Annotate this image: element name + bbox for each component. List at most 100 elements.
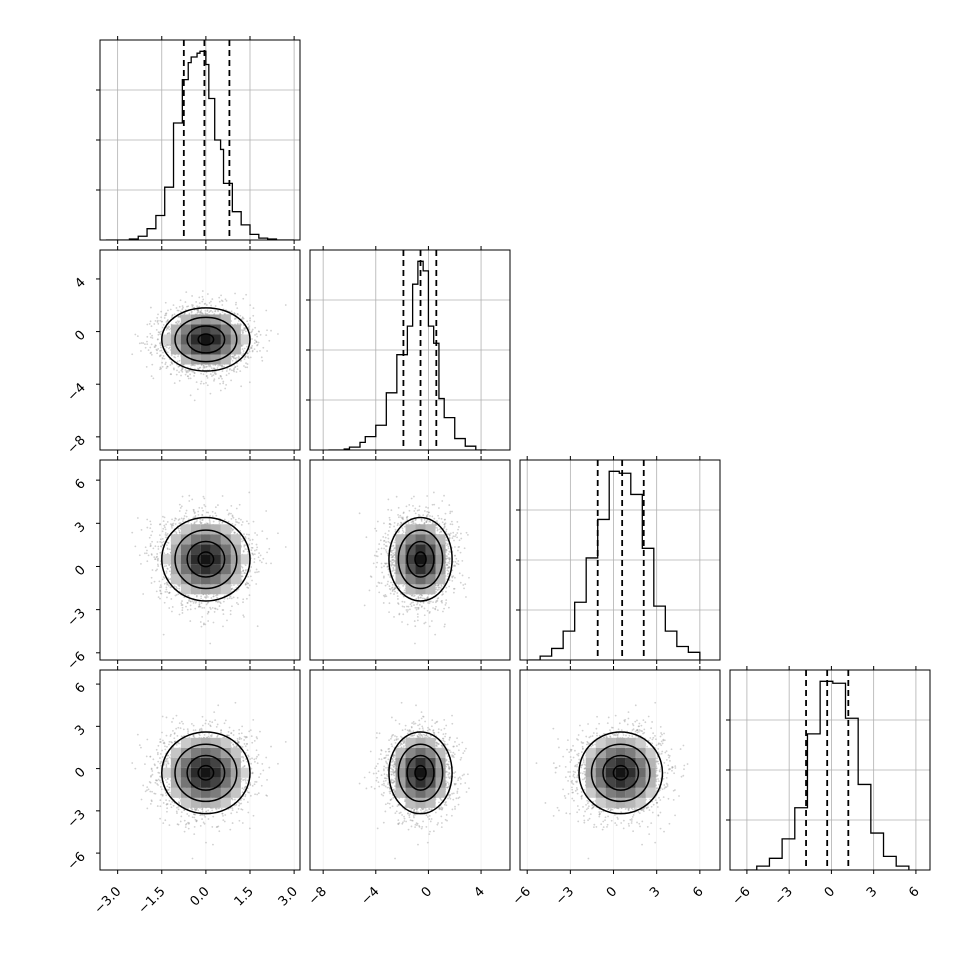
scatter-point	[178, 320, 181, 323]
scatter-point	[206, 602, 209, 604]
scatter-point	[177, 309, 180, 312]
scatter-point	[177, 355, 179, 358]
scatter-point	[212, 621, 215, 624]
scatter-point	[182, 306, 184, 309]
scatter-point	[254, 326, 257, 329]
scatter-point	[256, 344, 258, 347]
y-tick-label: 4	[72, 275, 88, 291]
scatter-point	[185, 370, 188, 373]
scatter-point	[178, 584, 181, 587]
scatter-point	[242, 570, 244, 573]
scatter-point	[205, 597, 207, 599]
scatter-point	[171, 606, 174, 608]
scatter-point	[188, 599, 190, 602]
scatter-point	[171, 316, 173, 318]
scatter-point	[164, 533, 167, 536]
scatter-point	[156, 349, 158, 352]
scatter-point	[213, 379, 215, 382]
scatter-point	[222, 625, 224, 628]
scatter-point	[233, 312, 236, 315]
scatter-point	[234, 523, 237, 526]
scatter-point	[242, 317, 245, 320]
scatter-point	[214, 512, 217, 515]
scatter-point	[265, 334, 268, 337]
scatter-point	[150, 353, 153, 356]
scatter-point	[244, 356, 247, 358]
scatter-point	[250, 566, 253, 568]
scatter-point	[162, 633, 165, 636]
scatter-point	[158, 331, 161, 334]
scatter-point	[222, 380, 225, 383]
scatter-point	[157, 331, 160, 334]
scatter-point	[248, 325, 251, 328]
scatter-point	[161, 365, 164, 368]
scatter-point	[249, 569, 251, 572]
scatter-point	[197, 311, 200, 313]
scatter-point	[196, 311, 199, 314]
scatter-point	[188, 369, 191, 372]
scatter-point	[149, 527, 152, 530]
scatter-point	[201, 513, 204, 516]
scatter-point	[243, 329, 246, 331]
scatter-point	[159, 346, 162, 349]
scatter-point	[177, 315, 180, 318]
density-block	[220, 314, 231, 325]
scatter-point	[234, 292, 236, 295]
scatter-point	[228, 372, 230, 375]
scatter-point	[240, 359, 243, 362]
scatter-point	[165, 321, 168, 323]
scatter-point	[253, 342, 256, 345]
scatter-point	[198, 302, 201, 304]
scatter-point	[171, 314, 174, 316]
scatter-point	[168, 331, 171, 334]
scatter-point	[257, 330, 260, 333]
scatter-point	[231, 605, 233, 608]
scatter-point	[207, 601, 210, 604]
scatter-point	[163, 524, 166, 527]
scatter-point	[244, 366, 247, 369]
scatter-point	[254, 532, 256, 534]
scatter-point	[242, 350, 245, 352]
scatter-point	[206, 376, 209, 379]
scatter-point	[226, 619, 228, 622]
scatter-point	[230, 369, 233, 372]
scatter-point	[200, 522, 202, 525]
scatter-point	[147, 554, 150, 557]
scatter-point	[208, 311, 211, 314]
scatter-point	[244, 327, 247, 330]
scatter-point	[153, 580, 156, 583]
scatter-point	[166, 583, 168, 586]
scatter-point	[203, 497, 206, 500]
scatter-point	[167, 318, 169, 321]
scatter-point	[180, 602, 183, 605]
scatter-point	[200, 595, 203, 598]
scatter-point	[146, 549, 148, 552]
scatter-point	[155, 590, 158, 593]
scatter-point	[232, 596, 235, 599]
density-block	[200, 354, 211, 365]
scatter-point	[243, 347, 246, 350]
scatter-point	[181, 368, 183, 370]
scatter-point	[235, 371, 238, 373]
scatter-point	[203, 504, 206, 506]
scatter-point	[247, 326, 250, 329]
scatter-point	[217, 600, 220, 602]
density-block	[180, 344, 191, 355]
scatter-point	[232, 369, 235, 372]
density-block	[210, 324, 221, 335]
density-block	[220, 334, 231, 345]
scatter-point	[198, 506, 201, 509]
scatter-point	[153, 323, 156, 325]
scatter-point	[244, 356, 247, 358]
scatter-point	[181, 495, 184, 498]
scatter-point	[214, 370, 217, 373]
scatter-point	[164, 528, 167, 531]
scatter-point	[242, 598, 245, 601]
scatter-point	[241, 317, 244, 320]
scatter-point	[159, 597, 161, 600]
scatter-point	[246, 366, 249, 369]
scatter-point	[223, 518, 226, 521]
y-tick-label: −8	[65, 433, 89, 457]
scatter-point	[201, 312, 204, 315]
scatter-point	[233, 370, 236, 373]
